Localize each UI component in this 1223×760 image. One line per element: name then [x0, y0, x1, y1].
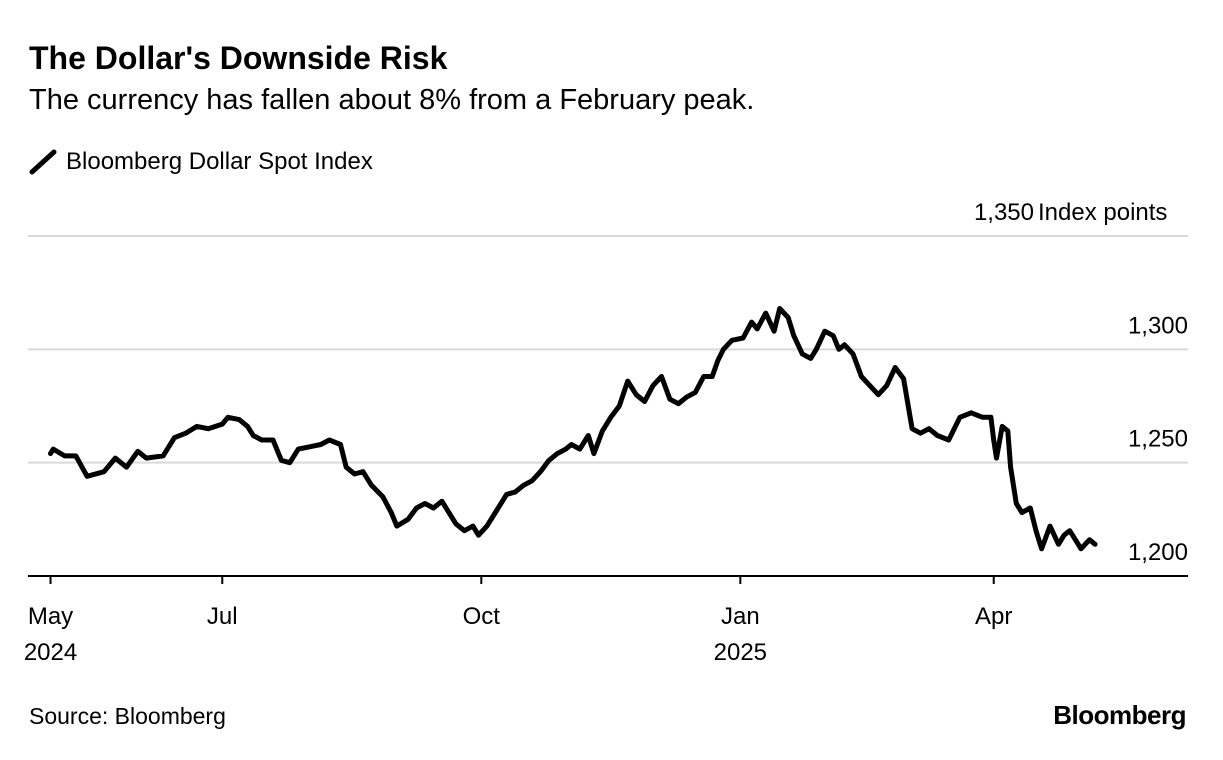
legend-label: Bloomberg Dollar Spot Index [66, 148, 373, 175]
x-tick-label: Apr [975, 603, 1012, 630]
y-axis-labels: 1,200 1,250 1,300 1,350 Index points [974, 199, 1188, 566]
x-tick-year-label: 2025 [714, 639, 767, 666]
legend-line-swatch-icon [29, 149, 57, 175]
series-line-0 [48, 306, 1098, 552]
x-tick-label: Oct [463, 603, 501, 630]
y-tick-label: 1,200 [1128, 539, 1188, 566]
bloomberg-logo: Bloomberg [1053, 700, 1186, 730]
source-note: Source: Bloomberg [29, 703, 226, 729]
x-tick-label: Jul [207, 603, 238, 630]
x-tick-label: May [28, 603, 73, 630]
gridlines [28, 235, 1188, 464]
y-unit-label: Index points [1038, 199, 1167, 226]
y-tick-label: 1,250 [1128, 426, 1188, 453]
line-chart: 1,200 1,250 1,300 1,350 Index points May 2024… [24, 199, 1188, 666]
series-layer [48, 306, 1098, 552]
x-tick-year-label: 2024 [24, 639, 77, 666]
legend: Bloomberg Dollar Spot Index [29, 147, 373, 177]
chart-subtitle: The currency has fallen about 8% from a … [29, 84, 755, 116]
y-tick-label: 1,350 [974, 199, 1034, 226]
x-tick-label: Jan [721, 603, 760, 630]
chart-title: The Dollar's Downside Risk [29, 40, 448, 76]
y-tick-label: 1,300 [1128, 312, 1188, 339]
x-axis-labels: May 2024 Jul Oct Jan 2025 Apr [24, 603, 1013, 666]
x-axis [28, 575, 1188, 584]
